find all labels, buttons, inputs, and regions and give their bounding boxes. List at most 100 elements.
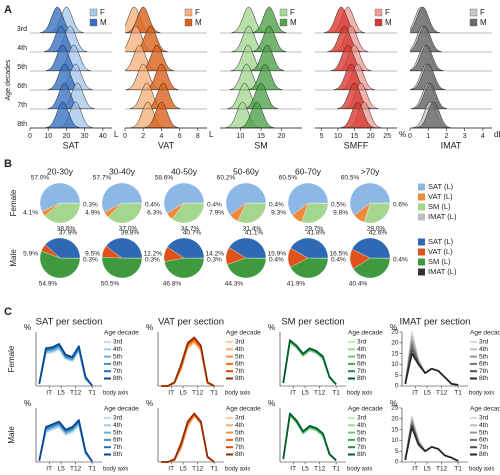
pie-slice [225, 182, 267, 216]
legend-label: IMAT (L) [428, 267, 457, 276]
value-label: 42.6% [369, 230, 388, 237]
pie-title: >70y [361, 166, 380, 176]
x-tick-label: 25 [383, 133, 391, 140]
x-axis-title: IMAT [441, 140, 462, 150]
legend-swatch [418, 258, 425, 266]
legend-title: Age decade [470, 406, 500, 413]
legend-label: 5th [235, 429, 244, 436]
legend-label: 3rd [479, 339, 489, 346]
legend-label: 3rd [357, 415, 367, 422]
x-tick-label: T12 [192, 390, 204, 397]
x-tick-label: IT [168, 390, 174, 397]
value-label: 40.4% [349, 281, 368, 288]
legend-label: M [195, 18, 202, 27]
legend-swatch [469, 8, 478, 17]
x-tick-label: 1 [426, 133, 430, 140]
y-tick-label: 5 [395, 448, 399, 455]
legend-label: SM (L) [428, 257, 451, 266]
legend-label: 7th [479, 444, 488, 451]
legend-label: 4th [357, 422, 366, 429]
row-label: 7th [17, 102, 27, 109]
density-ridge [45, 101, 81, 128]
legend-label: 6th [479, 361, 488, 368]
profile-line [282, 339, 337, 385]
ridge-group [40, 6, 95, 128]
x-unit: L [114, 130, 119, 139]
row-label: 8th [17, 121, 27, 128]
x-unit: L [209, 130, 214, 139]
y-tick-label: 25 [391, 405, 399, 412]
value-label: 6.3% [147, 210, 162, 217]
value-label: 44.3% [225, 281, 244, 288]
x-tick-label: L5 [423, 466, 431, 473]
density-ridge [410, 63, 446, 90]
value-label: 0.5% [331, 202, 346, 209]
x-tick-label: 2 [141, 133, 145, 140]
profile-line [282, 415, 337, 461]
x-tick-label: 0 [123, 133, 127, 140]
y-tick-label: 20 [391, 416, 399, 423]
legend-label: 7th [357, 444, 366, 451]
legend-label: F [480, 8, 485, 17]
legend-label: 8th [357, 375, 366, 382]
legend-label: VAT (L) [428, 247, 453, 256]
legend-label: 4th [357, 346, 366, 353]
chart-title: SAT per section [36, 317, 103, 328]
x-tick-label: L5 [301, 390, 309, 397]
pie-slice [349, 182, 391, 216]
density-ridge [146, 82, 181, 109]
value-label: 37.9% [59, 230, 78, 237]
legend-swatch [184, 8, 193, 17]
legend-label: 5th [357, 429, 366, 436]
legend-label: SAT (L) [428, 182, 454, 191]
x-tick-label: IT [412, 466, 418, 473]
x-axis-title: SM [254, 140, 268, 150]
row-label: Female [7, 345, 16, 372]
legend-swatch [374, 18, 383, 27]
density-ridge [410, 25, 442, 52]
y-axis-title: % [268, 399, 275, 408]
legend-title: Age decade [226, 330, 261, 337]
x-tick-label: 0 [28, 133, 32, 140]
legend-label: F [100, 8, 105, 17]
pie-slice [301, 202, 329, 224]
value-label: 0.6% [393, 202, 408, 209]
legend-label: 4th [479, 422, 488, 429]
legend-label: 5th [479, 353, 488, 360]
y-axis-title: % [390, 399, 397, 408]
x-unit: % [399, 130, 406, 139]
value-label: 9.5% [85, 251, 100, 258]
y-axis-title: % [24, 323, 31, 332]
legend-swatch [418, 248, 425, 256]
value-label: 15.9% [268, 251, 287, 258]
value-label: 0.4% [331, 257, 346, 264]
pie-slice [107, 202, 143, 224]
density-ridge [125, 6, 161, 33]
legend-label: IMAT (L) [428, 212, 457, 221]
profile-line [38, 343, 93, 386]
density-ridge [249, 44, 285, 71]
legend-label: 8th [357, 451, 366, 458]
row-label: 3rd [17, 26, 27, 33]
value-label: 7.9% [209, 210, 224, 217]
panel-label: A [4, 4, 12, 16]
pie-slice [39, 250, 81, 279]
legend-label: 7th [357, 368, 366, 375]
value-label: 60.2% [217, 175, 236, 182]
legend-label: 4th [235, 422, 244, 429]
ridge-group [225, 6, 287, 128]
x-axis-title: body axis [103, 467, 128, 473]
x-tick-label: 15 [350, 133, 358, 140]
value-label: 29.7% [305, 226, 324, 233]
x-axis-title: body axis [469, 391, 494, 397]
value-label: 4.1% [23, 210, 38, 217]
legend-label: VAT (L) [428, 192, 453, 201]
pie-slice [226, 257, 267, 279]
legend-swatch [184, 18, 193, 27]
legend-swatch [418, 193, 425, 201]
legend-label: 5th [113, 353, 122, 360]
value-label: 40.7% [183, 230, 202, 237]
legend-title: Age decade [226, 406, 261, 413]
legend-label: 6th [479, 437, 488, 444]
row-label: Male [7, 426, 16, 444]
